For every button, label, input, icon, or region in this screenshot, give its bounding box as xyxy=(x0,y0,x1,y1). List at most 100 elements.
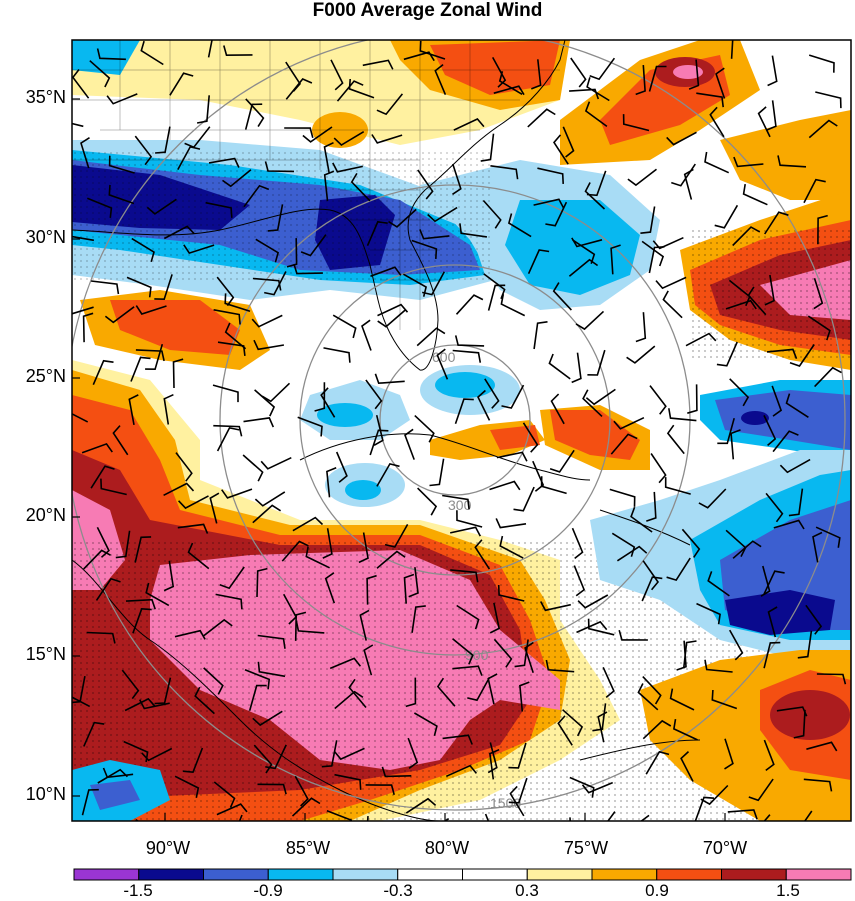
wind-barb xyxy=(467,677,491,702)
wind-barb xyxy=(264,161,295,173)
wind-barb xyxy=(508,777,528,804)
wind-barb xyxy=(324,572,336,604)
wind-barb xyxy=(732,226,761,247)
wind-barb xyxy=(213,424,243,437)
colorbar-swatch xyxy=(267,868,334,881)
wind-barb xyxy=(413,712,438,736)
wind-barb xyxy=(698,488,727,509)
wind-barb xyxy=(125,598,156,610)
wind-barb xyxy=(376,93,404,116)
wind-barb xyxy=(132,607,152,634)
wind-barb xyxy=(491,57,507,88)
wind-barb xyxy=(102,767,134,779)
wind-barb xyxy=(772,430,799,453)
wind-barb xyxy=(714,204,739,229)
wind-barb xyxy=(295,620,325,634)
colorbar-swatch xyxy=(462,868,528,881)
wind-barb xyxy=(208,157,240,168)
wind-barb xyxy=(482,199,502,229)
colorbar-label: 1.5 xyxy=(776,881,800,900)
wind-barb xyxy=(532,460,545,492)
wind-barb xyxy=(727,809,758,820)
wind-barb xyxy=(217,341,246,356)
wind-barb xyxy=(815,91,842,109)
wind-barb xyxy=(611,532,636,557)
wind-barb xyxy=(145,343,164,371)
wind-barb xyxy=(112,425,129,456)
wind-barb xyxy=(416,327,446,347)
wind-barb xyxy=(163,393,174,425)
wind-barb xyxy=(765,492,784,523)
wind-barb xyxy=(626,345,656,364)
wind-barb xyxy=(407,737,419,769)
ring-label-300: 300 xyxy=(448,497,472,513)
wind-barb xyxy=(450,569,479,583)
wind-barb xyxy=(767,55,778,87)
wind-barb xyxy=(508,742,527,769)
wind-barb xyxy=(540,476,567,495)
wind-barb xyxy=(707,571,730,597)
wind-barb xyxy=(134,536,152,563)
wind-barb xyxy=(305,546,330,569)
wind-barb xyxy=(788,488,804,517)
colorbar-swatch xyxy=(721,868,787,881)
wind-barb xyxy=(265,744,287,770)
wind-barb xyxy=(453,118,485,131)
wind-barb xyxy=(183,244,215,255)
wind-barb xyxy=(333,131,365,146)
wind-barb xyxy=(493,638,513,668)
wind-barb xyxy=(688,59,700,90)
wind-barb xyxy=(333,747,365,761)
wind-barb xyxy=(455,294,484,315)
wind-barb xyxy=(442,494,470,510)
wind-barb xyxy=(332,162,363,173)
wind-barb xyxy=(587,618,615,636)
wind-barb xyxy=(255,238,280,263)
wind-barb xyxy=(524,641,534,673)
wind-barb xyxy=(527,249,550,275)
wind-barb xyxy=(487,673,498,705)
wind-barb xyxy=(575,310,605,331)
wind-barb xyxy=(203,667,224,695)
wind-barb xyxy=(436,677,456,707)
wind-barb xyxy=(729,378,750,407)
wind-barb xyxy=(182,747,204,774)
wind-barb xyxy=(244,103,263,130)
wind-barb xyxy=(222,169,252,188)
wind-barb xyxy=(243,417,275,428)
wind-barb xyxy=(293,263,323,275)
wind-barb xyxy=(789,344,815,367)
wind-barb xyxy=(732,540,762,559)
wind-barb xyxy=(652,236,684,250)
wind-barb xyxy=(115,530,131,559)
wind-barb xyxy=(607,811,616,821)
wind-barb xyxy=(480,133,495,162)
wind-barb xyxy=(87,197,113,218)
wind-barb xyxy=(648,65,667,92)
wind-barb xyxy=(154,274,173,301)
wind-barb xyxy=(813,278,824,310)
wind-barb xyxy=(456,510,483,528)
wind-barb xyxy=(454,335,485,347)
wind-barb xyxy=(91,280,120,295)
wind-barb xyxy=(350,172,371,202)
wind-barb xyxy=(253,339,285,351)
wind-barb xyxy=(95,577,121,601)
wind-barb xyxy=(405,677,417,708)
wind-barb xyxy=(323,141,334,173)
wind-barb xyxy=(585,388,616,406)
wind-barb xyxy=(163,225,195,240)
wind-barb xyxy=(767,606,778,638)
wind-barb xyxy=(403,573,415,604)
wind-barb xyxy=(334,690,364,710)
wind-barb xyxy=(140,40,164,66)
wind-barb xyxy=(405,797,437,814)
wind-barb xyxy=(584,101,608,128)
wind-barb xyxy=(489,748,500,780)
wind-barb xyxy=(582,389,603,417)
wind-barb xyxy=(221,488,253,499)
wind-barb xyxy=(581,781,614,794)
wind-barb xyxy=(673,718,698,741)
wind-barb xyxy=(645,750,670,775)
wind-barb xyxy=(571,352,582,384)
